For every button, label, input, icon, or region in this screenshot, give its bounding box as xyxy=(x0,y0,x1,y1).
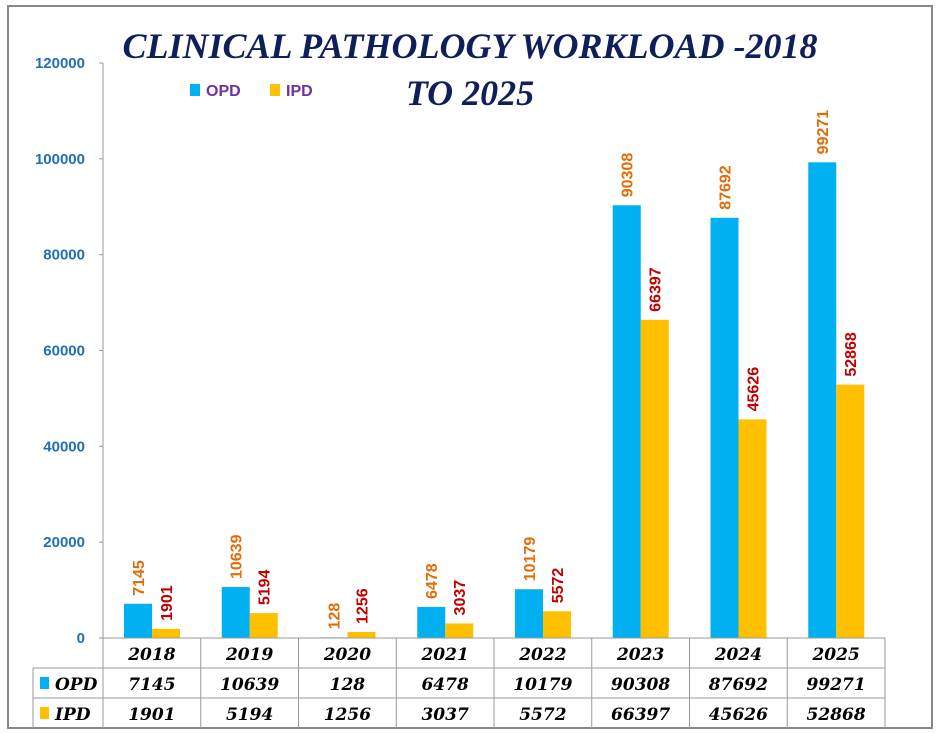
table-cell-opd: 128 xyxy=(330,675,366,695)
data-label-ipd: 45626 xyxy=(746,367,763,412)
y-tick-label: 40000 xyxy=(43,438,85,455)
data-label-opd: 90308 xyxy=(620,153,637,198)
x-category-label: 2022 xyxy=(518,645,566,665)
bar-opd-2019 xyxy=(221,587,250,638)
x-category-label: 2019 xyxy=(225,645,273,665)
y-tick-label: 120000 xyxy=(35,55,85,72)
x-category-label: 2023 xyxy=(616,645,664,665)
table-cell-opd: 90308 xyxy=(611,675,670,695)
y-tick-label: 60000 xyxy=(43,343,85,360)
bar-opd-2021 xyxy=(417,606,446,638)
table-cell-opd: 10639 xyxy=(220,675,279,695)
data-label-ipd: 5194 xyxy=(257,569,274,605)
data-label-ipd: 1901 xyxy=(159,585,176,621)
table-cell-ipd: 5194 xyxy=(226,705,273,725)
table-cell-ipd: 52868 xyxy=(807,705,866,725)
data-label-ipd: 3037 xyxy=(452,580,469,616)
data-label-opd: 10179 xyxy=(522,537,539,582)
bar-ipd-2021 xyxy=(445,623,474,638)
table-cell-ipd: 1901 xyxy=(128,705,175,725)
bar-ipd-2023 xyxy=(640,319,669,638)
y-tick-label: 0 xyxy=(77,630,85,647)
bar-opd-2018 xyxy=(124,603,152,638)
table-cell-opd: 87692 xyxy=(708,675,768,695)
data-label-opd: 87692 xyxy=(718,165,735,210)
y-tick-label: 100000 xyxy=(35,151,85,168)
table-cell-ipd: 1256 xyxy=(324,705,371,725)
table-cell-ipd: 66397 xyxy=(611,705,670,725)
legend-key-opd xyxy=(190,84,200,96)
data-label-ipd: 5572 xyxy=(550,568,567,604)
data-label-opd: 7145 xyxy=(131,560,148,596)
table-cell-ipd: 45626 xyxy=(709,705,768,725)
x-category-label: 2021 xyxy=(420,645,468,665)
data-label-opd: 128 xyxy=(327,603,344,630)
legend-label-ipd: IPD xyxy=(286,83,313,100)
bar-opd-2023 xyxy=(612,205,641,638)
table-cell-opd: 6478 xyxy=(421,675,468,695)
data-label-opd: 99271 xyxy=(815,110,832,155)
table-legend-key-ipd xyxy=(40,707,49,719)
chart-title-line-1: CLINICAL PATHOLOGY WORKLOAD -2018 xyxy=(122,26,817,66)
table-series-name: OPD xyxy=(55,675,98,695)
x-category-label: 2024 xyxy=(714,645,762,665)
table-cell-opd: 7145 xyxy=(128,675,175,695)
data-label-ipd: 52868 xyxy=(843,332,860,377)
table-legend-key-opd xyxy=(40,677,49,689)
table-cell-ipd: 3037 xyxy=(421,705,468,725)
table-cell-ipd: 5572 xyxy=(519,705,566,725)
bar-ipd-2025 xyxy=(836,384,865,638)
chart-title-line-2: TO 2025 xyxy=(406,73,534,113)
table-cell-opd: 10179 xyxy=(513,675,572,695)
bar-opd-2025 xyxy=(808,162,837,638)
bar-opd-2024 xyxy=(710,217,739,638)
table-series-name: IPD xyxy=(54,705,91,725)
bar-ipd-2018 xyxy=(152,628,180,638)
y-tick-label: 20000 xyxy=(43,534,85,551)
bar-opd-2022 xyxy=(515,589,543,638)
legend-label-opd: OPD xyxy=(206,83,241,100)
chart-border xyxy=(7,5,933,729)
x-category-label: 2020 xyxy=(323,645,371,665)
bar-ipd-2019 xyxy=(249,613,278,638)
bar-ipd-2020 xyxy=(347,631,376,638)
table-cell-opd: 99271 xyxy=(807,675,866,695)
legend-key-ipd xyxy=(270,84,280,96)
x-category-label: 2018 xyxy=(127,645,175,665)
x-category-label: 2025 xyxy=(811,645,859,665)
data-label-ipd: 66397 xyxy=(648,267,665,312)
data-label-opd: 6478 xyxy=(424,563,441,599)
data-label-opd: 10639 xyxy=(229,534,246,579)
data-label-ipd: 1256 xyxy=(355,588,372,624)
bar-ipd-2024 xyxy=(738,419,767,638)
y-tick-label: 80000 xyxy=(43,247,85,264)
bar-ipd-2022 xyxy=(543,611,571,638)
